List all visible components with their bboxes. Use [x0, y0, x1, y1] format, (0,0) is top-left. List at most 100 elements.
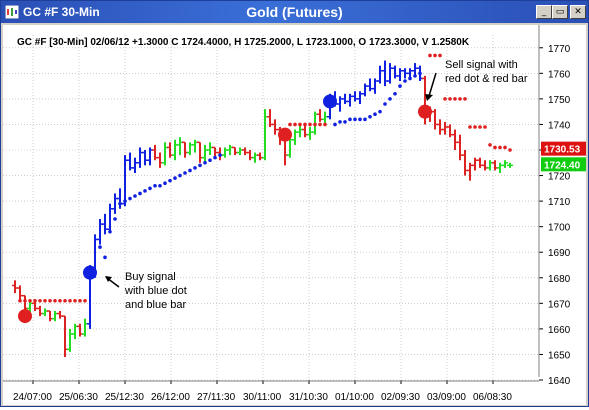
price-bar: [432, 109, 438, 130]
stop-dot-red: [318, 122, 322, 127]
sell-annotation: Sell signal with red dot & red bar: [425, 59, 528, 101]
price-bar: [182, 141, 188, 158]
stop-dot-red: [33, 298, 37, 303]
price-bar: [102, 213, 108, 235]
price-bar: [462, 150, 468, 176]
time-axis: 24/07:00 25/06:30 25/12:30 26/12:00 27/11:30…: [3, 380, 539, 403]
stop-dot-blue: [198, 163, 202, 168]
stop-dot-blue: [133, 194, 137, 198]
minimize-button[interactable]: _: [536, 5, 552, 19]
stop-dot-blue: [373, 112, 377, 117]
maximize-button[interactable]: ▭: [552, 5, 568, 19]
price-bar: [142, 150, 148, 166]
stop-dot-blue: [188, 168, 192, 173]
price-tick-label: 1710: [548, 197, 571, 208]
price-tick-label: 1690: [548, 248, 571, 259]
stop-dot-red: [78, 298, 82, 303]
stop-dot-red: [428, 53, 432, 58]
price-bar: [377, 65, 383, 84]
price-bar: [352, 91, 358, 102]
stop-dot-blue: [213, 155, 217, 160]
sell-signal-dot: [18, 309, 32, 324]
stop-dot-red: [323, 122, 327, 127]
price-bar: [17, 285, 23, 301]
stop-dot-red: [43, 298, 47, 303]
price-bar: [412, 63, 418, 76]
price-tick-label: 1640: [548, 376, 571, 387]
sell-annotation-line-1: Sell signal with: [445, 59, 518, 71]
stop-dot-blue: [383, 102, 387, 106]
price-bar: [507, 162, 513, 168]
stop-dot-red: [68, 298, 72, 303]
price-bar: [477, 157, 483, 168]
price-bar: [222, 147, 228, 158]
stop-dot-red: [503, 145, 507, 150]
stop-dot-blue: [113, 217, 117, 221]
chart-grid: [3, 35, 539, 381]
close-button[interactable]: ✕: [570, 5, 586, 19]
stop-dot-blue: [378, 109, 382, 114]
stop-dot-red: [493, 145, 497, 150]
stop-dot-blue: [413, 74, 417, 78]
stop-dot-blue: [333, 122, 337, 127]
stop-dot-red: [48, 298, 52, 303]
signal-dots: [18, 53, 512, 303]
price-bar: [237, 147, 243, 156]
price-bar: [112, 193, 118, 214]
stop-dot-red: [508, 148, 512, 152]
sell-arrow-head: [425, 94, 433, 101]
stop-dot-blue: [123, 199, 127, 203]
price-bar: [322, 111, 328, 125]
stop-dot-red: [38, 298, 42, 303]
stop-dot-blue: [178, 173, 182, 178]
time-tick-label: 24/07:00: [13, 392, 52, 403]
price-bar: [57, 311, 63, 319]
stop-dot-blue: [143, 189, 147, 193]
price-bar: [207, 142, 213, 156]
stop-dot-blue: [168, 178, 172, 183]
stop-dot-blue: [203, 160, 207, 165]
price-bar: [37, 305, 43, 317]
stop-dot-blue: [368, 114, 372, 119]
stop-dot-blue: [218, 153, 222, 157]
stop-dot-red: [18, 298, 22, 303]
price-tick-label: 1770: [548, 44, 571, 55]
stop-dot-blue: [173, 176, 177, 180]
price-bar: [162, 142, 168, 166]
price-bar: [307, 127, 313, 140]
price-tick-label: 1670: [548, 299, 571, 310]
stop-dot-blue: [363, 117, 367, 122]
price-bar: [257, 152, 263, 161]
time-tick-label: 01/10:00: [335, 392, 374, 403]
stop-dot-red: [483, 125, 487, 129]
price-tick-label: 1760: [548, 69, 571, 80]
price-bar: [497, 162, 503, 173]
price-bar: [12, 280, 18, 294]
time-tick-label: 26/12:00: [151, 392, 190, 403]
stop-dot-red: [443, 97, 447, 101]
signal-markers: [18, 94, 432, 324]
chart-area[interactable]: 1640 1650 1660 1670 1680 1690 1700 1710 1720 1730…: [3, 25, 586, 405]
stop-dot-red: [58, 298, 62, 303]
stop-dot-blue: [163, 181, 167, 186]
stop-dot-red: [488, 143, 492, 147]
price-bars: [12, 60, 513, 357]
price-bar: [197, 141, 203, 163]
price-bar: [487, 160, 493, 171]
last-price-tag: [541, 157, 586, 172]
stop-dot-blue: [208, 158, 212, 163]
time-tick-label: 31/10:30: [289, 392, 328, 403]
time-tick-label: 02/09:30: [381, 392, 420, 403]
time-tick-label: 03/09:00: [427, 392, 466, 403]
price-chart[interactable]: 1640 1650 1660 1670 1680 1690 1700 1710 1720 1730…: [3, 25, 586, 405]
stop-dot-red: [453, 97, 457, 101]
buy-annotation-line-3: and blue bar: [125, 299, 186, 311]
stop-dot-red: [303, 122, 307, 127]
price-bar: [117, 188, 123, 209]
price-bar: [297, 124, 303, 138]
chart-header-info: GC #F [30-Min] 02/06/12 +1.3000 C 1724.4…: [17, 37, 470, 48]
title-bar[interactable]: GC #F 30-Min Gold (Futures) _ ▭ ✕: [1, 1, 588, 23]
stop-dot-blue: [343, 120, 347, 124]
sell-arrow-line: [428, 72, 437, 97]
price-tick-label: 1680: [548, 274, 571, 285]
